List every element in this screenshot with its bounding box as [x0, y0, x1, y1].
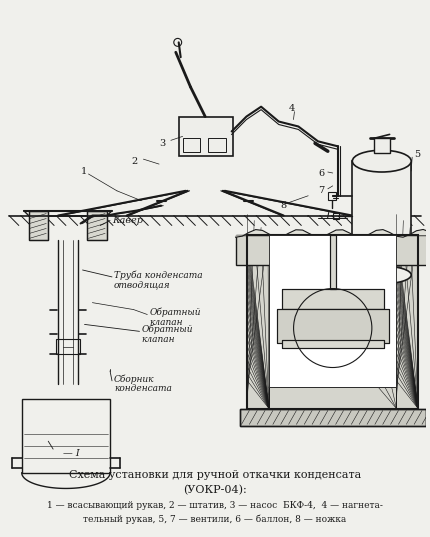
- Bar: [269, 387, 396, 409]
- Text: 1: 1: [80, 166, 87, 176]
- Text: Обратный: Обратный: [149, 308, 201, 317]
- Bar: [357, 275, 406, 295]
- Text: Обратный: Обратный: [141, 324, 193, 334]
- Polygon shape: [236, 229, 430, 237]
- Bar: [328, 192, 336, 200]
- Text: Сборник: Сборник: [114, 374, 154, 383]
- Text: Труба конденсата: Труба конденсата: [114, 270, 203, 280]
- Bar: [183, 139, 200, 152]
- Text: 7: 7: [318, 186, 324, 195]
- Bar: [179, 117, 233, 156]
- Bar: [282, 340, 384, 349]
- Bar: [56, 339, 80, 354]
- Bar: [396, 235, 418, 409]
- Bar: [352, 161, 411, 275]
- Bar: [277, 309, 389, 343]
- Bar: [87, 211, 107, 240]
- Text: конденсата: конденсата: [114, 384, 172, 393]
- Bar: [29, 211, 48, 240]
- Bar: [22, 398, 110, 473]
- Bar: [282, 340, 384, 349]
- Bar: [240, 409, 426, 426]
- Text: клапан: клапан: [141, 335, 175, 344]
- Bar: [282, 289, 384, 309]
- Text: Схема установки для ручной откачки конденсата
(УОКР-04):: Схема установки для ручной откачки конде…: [69, 470, 361, 496]
- Bar: [357, 275, 406, 295]
- Ellipse shape: [352, 266, 411, 284]
- Bar: [330, 235, 336, 289]
- Text: клапан: клапан: [149, 318, 183, 327]
- Bar: [236, 235, 430, 265]
- Text: 8: 8: [281, 201, 287, 210]
- Bar: [236, 235, 430, 265]
- Bar: [282, 289, 384, 309]
- Bar: [269, 387, 396, 409]
- Text: 4: 4: [289, 104, 295, 113]
- Bar: [247, 235, 418, 409]
- Bar: [277, 309, 389, 343]
- Text: отводящая: отводящая: [114, 280, 171, 289]
- Text: 5: 5: [414, 150, 420, 159]
- Text: 2: 2: [132, 157, 138, 165]
- Bar: [247, 235, 269, 409]
- Bar: [396, 235, 418, 409]
- Text: 3: 3: [159, 139, 165, 148]
- Text: — I: — I: [63, 448, 80, 458]
- Bar: [330, 235, 336, 289]
- Text: I: I: [326, 211, 330, 221]
- Bar: [374, 139, 390, 153]
- Text: 1 — всасывающий рукав, 2 — штатив, 3 — насос  БКФ-4,  4 — нагнета-
тельный рукав: 1 — всасывающий рукав, 2 — штатив, 3 — н…: [47, 502, 383, 524]
- Bar: [208, 139, 226, 152]
- Bar: [333, 213, 338, 219]
- Bar: [240, 409, 426, 426]
- Bar: [29, 211, 48, 240]
- Text: 6: 6: [318, 170, 324, 178]
- Bar: [247, 235, 269, 409]
- Text: Кавер: Кавер: [112, 216, 143, 225]
- Bar: [269, 235, 396, 387]
- Bar: [87, 211, 107, 240]
- Ellipse shape: [352, 150, 411, 172]
